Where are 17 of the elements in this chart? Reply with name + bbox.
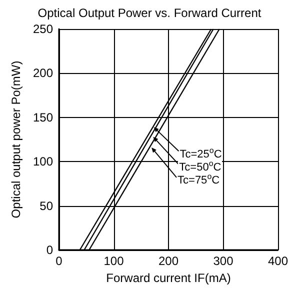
annotation: Tc=25$^{o}$C (178, 145, 223, 161)
y-tick-label: 200 (32, 66, 54, 80)
chart-title: Optical Output Power vs. Forward Current (38, 6, 262, 20)
x-tick-label: 300 (213, 254, 234, 268)
y-tick-label: 100 (32, 154, 54, 169)
x-axis-title: Forward current IF(mA) (106, 270, 231, 285)
y-tick-label: 250 (32, 22, 54, 36)
x-tick-label: 100 (104, 254, 124, 268)
x-tick-label: 400 (268, 254, 288, 268)
x-tick-label: 0 (56, 254, 63, 268)
x-tick-label: 200 (158, 254, 179, 268)
annotation: Tc=50$^{o}$C (179, 158, 222, 174)
annotation: Tc=75$^{o}$C (178, 172, 220, 188)
y-tick-label: 150 (32, 110, 54, 124)
y-tick-label: 0 (46, 243, 54, 257)
y-tick-label: 50 (40, 198, 54, 213)
y-axis-title: Optical output power Po(mW) (9, 60, 24, 218)
